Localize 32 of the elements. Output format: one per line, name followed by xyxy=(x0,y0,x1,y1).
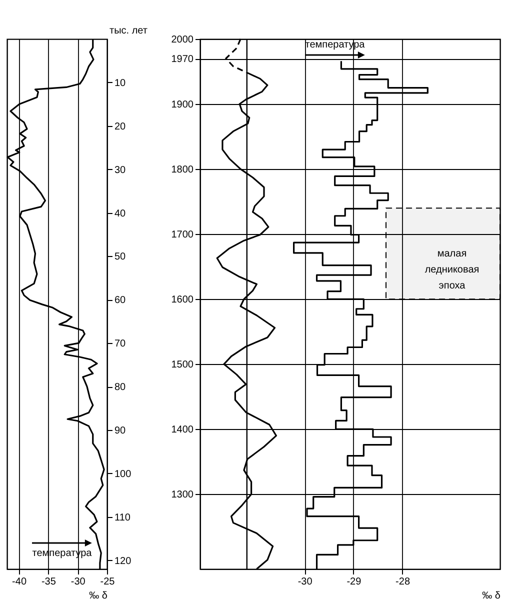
y-tick-label: 1700 xyxy=(171,230,194,241)
y-axis-title: тыс. лет xyxy=(110,26,148,36)
y-tick-label: 2000 xyxy=(171,34,194,46)
x-axis-title: ‰ δ xyxy=(89,590,108,600)
y-tick-label: 100 xyxy=(114,468,132,480)
y-tick-label: 50 xyxy=(114,252,126,263)
x-tick-label: -28 xyxy=(396,576,410,588)
y-tick-label: 1500 xyxy=(171,360,194,371)
y-tick-label: 120 xyxy=(114,556,132,567)
x-tick-label: -25 xyxy=(100,576,116,588)
band-label: малая ледниковая эпоха xyxy=(424,248,480,292)
x-tick-label: -40 xyxy=(12,576,27,588)
y-tick-label: 70 xyxy=(114,338,126,350)
x-axis-title: ‰ δ xyxy=(482,590,501,600)
y-tick-label: 1900 xyxy=(171,100,194,111)
y-tick-label: 40 xyxy=(114,208,126,220)
y-tick-label: 1800 xyxy=(171,164,194,176)
y-tick-label: 90 xyxy=(114,425,126,436)
x-tick-label: -35 xyxy=(41,576,56,588)
y-tick-label: 20 xyxy=(114,121,126,132)
y-tick-label: 10 xyxy=(114,78,126,89)
y-tick-label: 1300 xyxy=(171,490,194,501)
y-tick-label: 1400 xyxy=(171,424,194,436)
y-tick-label: 110 xyxy=(114,512,131,524)
y-tick-label: 80 xyxy=(114,382,126,394)
y-tick-label: 1600 xyxy=(171,294,194,306)
y-tick-label: 60 xyxy=(114,295,126,306)
y-tick-label: 1970 xyxy=(171,54,194,66)
y-tick-label: 30 xyxy=(114,164,126,176)
x-tick-label: -30 xyxy=(298,576,313,588)
x-tick-label: -29 xyxy=(346,576,362,588)
x-tick-label: -30 xyxy=(70,576,86,588)
